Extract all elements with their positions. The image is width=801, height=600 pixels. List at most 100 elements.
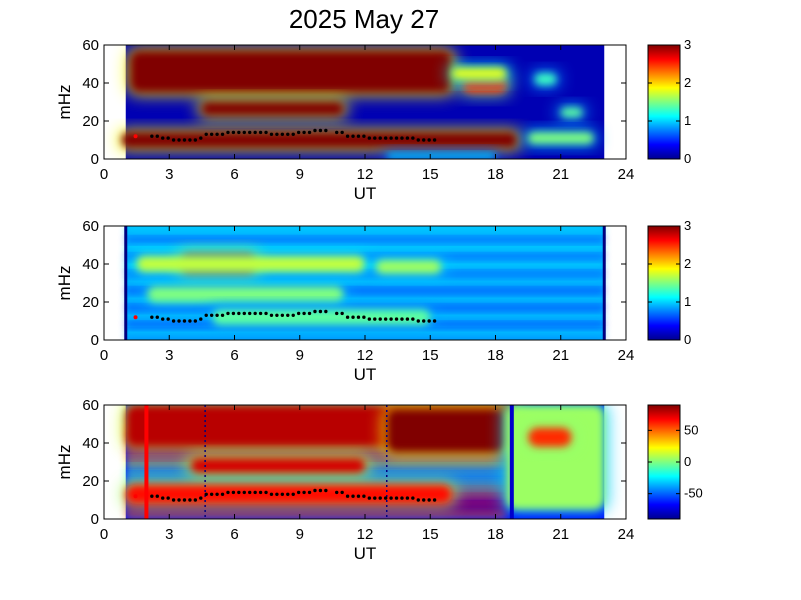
marker-point [296,490,301,495]
marker-point [351,494,355,498]
marker-point [150,494,154,498]
marker-point [394,136,399,140]
y-axis-label: mHz [55,85,74,120]
marker-point [209,313,214,317]
y-tick-label: 40 [82,435,99,452]
y-tick-label: 20 [82,294,99,311]
marker-point [432,498,437,502]
marker-point [335,311,339,316]
marker-point [204,132,208,136]
x-tick-label: 0 [100,347,108,364]
heatmap-feature [375,260,442,274]
heatmap-band [125,283,605,289]
edge-line [124,226,128,340]
marker-point [416,138,420,142]
heatmap-feature [201,102,344,116]
marker-point [340,311,344,316]
red-marker-point [133,315,138,320]
marker-point [275,313,279,317]
marker-point [416,319,420,323]
marker-point [422,498,426,502]
x-tick-label: 18 [487,166,504,183]
x-tick-label: 18 [487,526,504,543]
marker-point [324,309,328,314]
colorbar-gradient [647,44,681,160]
colorbar-tick-label: -50 [684,486,703,501]
marker-point [432,319,437,323]
heatmap-band [125,277,605,283]
x-tick-label: 9 [296,347,304,364]
marker-point [318,488,323,493]
marker-point [302,490,306,495]
colorbar-tick-label: 2 [684,75,691,90]
marker-point [253,490,257,495]
marker-point [340,130,344,135]
marker-point [177,319,181,323]
marker-point [161,496,165,500]
marker-point [324,128,328,133]
marker-point [313,128,317,133]
x-tick-label: 9 [296,166,304,183]
marker-point [351,315,355,319]
marker-point [367,496,372,500]
heatmap-band [125,248,605,255]
x-tick-label: 9 [296,526,304,543]
x-tick-label: 24 [618,347,635,364]
marker-point [242,130,246,135]
heatmap-feature [506,405,605,510]
colorbar-tick-label: 0 [684,332,691,347]
x-tick-label: 3 [165,347,173,364]
marker-point [345,315,350,319]
marker-point [155,315,159,319]
marker-point [166,317,170,321]
marker-point [161,317,165,321]
heatmap-band [125,511,507,519]
marker-point [427,319,431,323]
marker-point [220,313,225,317]
marker-point [335,130,339,135]
marker-point [193,138,198,142]
x-tick-label: 0 [100,526,108,543]
marker-point [422,319,426,323]
x-tick-label: 15 [422,347,439,364]
marker-point [199,136,203,140]
x-tick-label: 15 [422,526,439,543]
marker-point [209,132,214,136]
x-tick-label: 6 [230,347,238,364]
heatmap-band [125,450,507,459]
marker-point [161,136,165,140]
heatmap-feature [528,132,594,144]
x-tick-label: 21 [552,526,569,543]
heatmap-feature [121,132,518,148]
heatmap [124,226,606,340]
x-tick-label: 12 [357,347,374,364]
marker-point [291,492,295,496]
marker-point [389,136,393,140]
marker-point [242,311,246,316]
marker-point [188,138,192,142]
x-tick-label: 3 [165,166,173,183]
marker-point [226,130,230,135]
marker-point [362,134,366,138]
x-tick-label: 12 [357,166,374,183]
y-tick-label: 0 [91,511,99,528]
x-tick-label: 0 [100,166,108,183]
marker-point [345,494,350,498]
marker-point [405,317,410,321]
marker-point [340,490,344,495]
marker-point [373,317,377,321]
marker-point [264,130,268,135]
marker-point [362,315,366,319]
marker-point [422,138,426,142]
marker-point [248,490,252,495]
marker-point [367,136,372,140]
marker-point [182,498,187,502]
y-tick-label: 40 [82,256,99,273]
marker-point [237,311,241,316]
colorbar-gradient [647,404,681,520]
x-tick-label: 18 [487,347,504,364]
marker-point [400,136,404,140]
marker-point [286,132,290,136]
